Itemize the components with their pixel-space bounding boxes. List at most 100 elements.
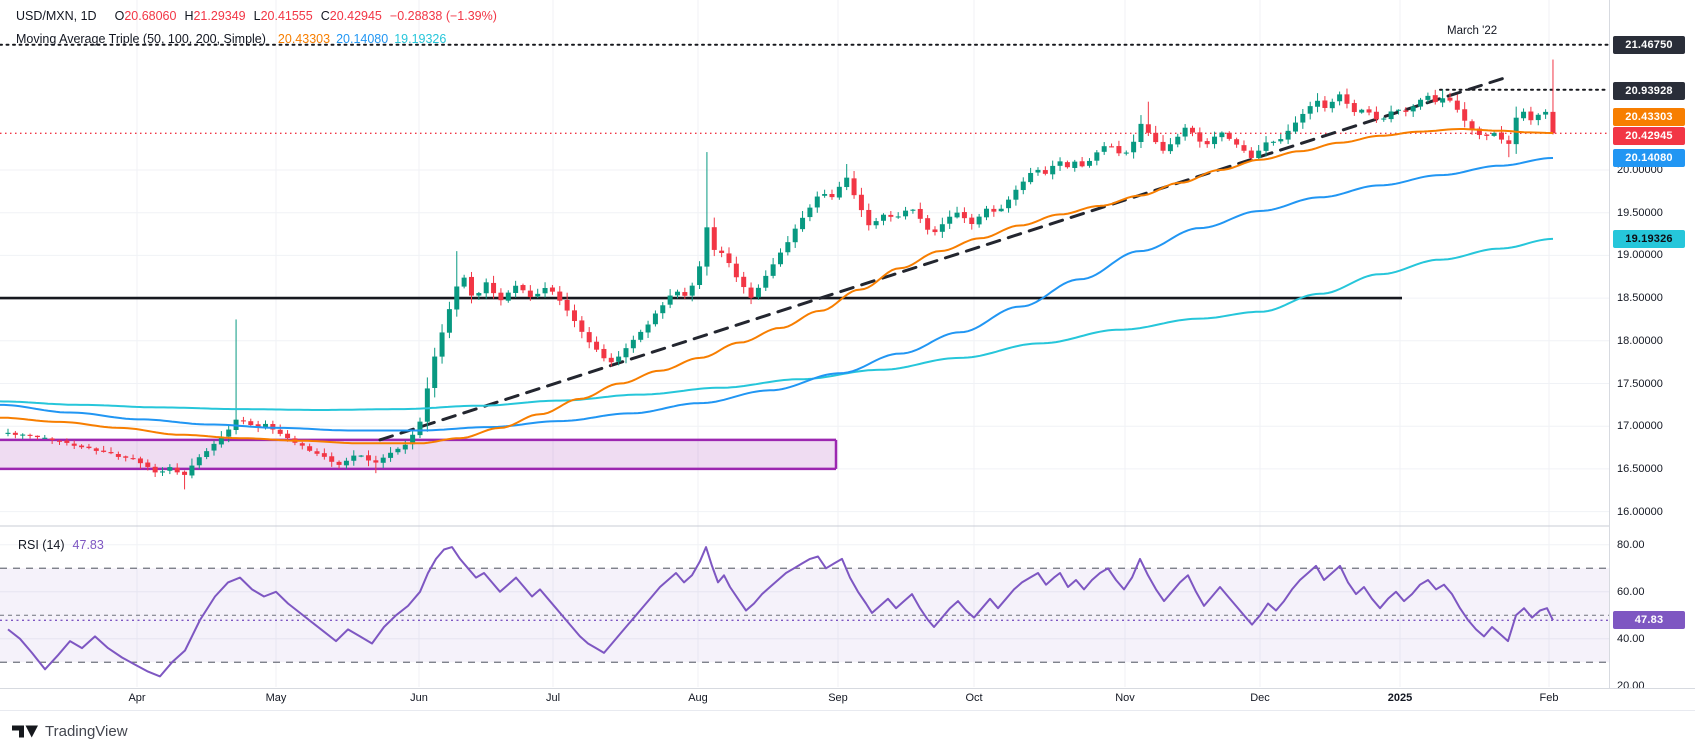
march22-annotation: March '22 xyxy=(1447,25,1498,37)
candle xyxy=(174,467,180,473)
candle xyxy=(1050,165,1056,175)
candle xyxy=(836,186,842,198)
open-label: O xyxy=(114,9,125,23)
candle xyxy=(645,324,651,333)
candle xyxy=(932,229,938,233)
ma50-value: 20.43303 xyxy=(277,32,331,46)
candle xyxy=(255,424,261,427)
candle xyxy=(388,452,394,458)
candle xyxy=(991,208,997,212)
ma100-value: 20.14080 xyxy=(336,32,389,46)
candle xyxy=(814,196,820,208)
open-value: 20.68060 xyxy=(124,9,177,23)
candle xyxy=(564,299,570,311)
candle xyxy=(557,291,563,301)
candle xyxy=(468,276,474,296)
candle xyxy=(741,276,747,288)
candle xyxy=(1292,122,1298,132)
price-tick: 18.50000 xyxy=(1617,292,1663,304)
candle xyxy=(777,252,783,265)
time-axis[interactable]: Apr May Jun Jul Aug Sep Oct Nov Dec 2025 Feb xyxy=(0,688,1695,711)
candle xyxy=(1035,169,1041,173)
candle xyxy=(1116,146,1122,154)
candle xyxy=(1344,94,1350,104)
close-label: C xyxy=(320,9,330,23)
ma-indicator-legend-row[interactable]: Moving Average Triple (50, 100, 200, Sim… xyxy=(16,32,446,46)
candle xyxy=(204,451,210,457)
symbol-legend-row[interactable]: USD/MXN, 1D O20.68060 H21.29349 L20.41555 C2… xyxy=(16,9,497,23)
candle xyxy=(1263,142,1269,151)
candle xyxy=(616,356,622,362)
time-tick-Oct: Oct xyxy=(965,692,983,704)
price-label-47.83: 47.83 xyxy=(1613,611,1685,629)
candle xyxy=(270,424,276,430)
price-label-20.14080: 20.14080 xyxy=(1613,149,1685,167)
candle xyxy=(483,282,489,294)
candle xyxy=(1013,189,1019,200)
candle xyxy=(1418,99,1424,107)
price-tick: 19.00000 xyxy=(1617,249,1663,261)
ma-indicator-title: Moving Average Triple (50, 100, 200, Sim… xyxy=(16,32,266,46)
time-tick-Aug: Aug xyxy=(688,692,708,704)
candle xyxy=(182,471,188,475)
high-value: 21.29349 xyxy=(193,9,246,23)
time-tick-Dec: Dec xyxy=(1250,692,1270,704)
candle xyxy=(1109,146,1115,148)
candle xyxy=(711,227,717,250)
candle xyxy=(1359,109,1365,113)
candle xyxy=(417,421,423,436)
candle xyxy=(152,466,158,473)
candle xyxy=(71,443,77,446)
candle xyxy=(49,438,55,440)
candle xyxy=(770,264,776,276)
candle xyxy=(954,212,960,218)
candle xyxy=(1123,152,1129,154)
tradingview-logo-text: TradingView xyxy=(45,723,128,740)
candle xyxy=(358,455,364,457)
candle xyxy=(1189,127,1195,133)
candle xyxy=(226,429,232,437)
candle xyxy=(1064,162,1070,168)
time-tick-Nov: Nov xyxy=(1115,692,1135,704)
candle xyxy=(1072,161,1078,168)
candle xyxy=(211,443,217,451)
candle xyxy=(571,310,577,322)
rsi-legend-row[interactable]: RSI (14) 47.83 xyxy=(18,538,104,552)
candle xyxy=(1315,100,1321,107)
time-tick-Feb: Feb xyxy=(1539,692,1559,704)
ma200-line xyxy=(0,237,1553,411)
candle xyxy=(351,455,357,461)
candle xyxy=(1535,114,1541,121)
candle xyxy=(476,293,482,296)
candle xyxy=(513,285,519,293)
price-axis[interactable]: 20.00000 19.50000 19.00000 18.50000 18.00000… xyxy=(1609,0,1695,708)
time-tick-Sep: Sep xyxy=(828,692,848,704)
candle xyxy=(1498,132,1504,140)
candle xyxy=(1476,128,1482,135)
rsi-tick: 60.00 xyxy=(1617,586,1645,598)
candle xyxy=(674,291,680,296)
candle xyxy=(123,456,129,458)
candle xyxy=(498,292,504,301)
candle xyxy=(1329,101,1335,109)
candle xyxy=(888,214,894,217)
candle xyxy=(1175,136,1181,145)
candle xyxy=(1270,141,1276,143)
candle xyxy=(34,435,40,438)
candle xyxy=(461,277,467,287)
candle xyxy=(719,250,725,253)
candle xyxy=(1182,127,1188,137)
candle xyxy=(314,451,320,454)
candle xyxy=(491,282,497,294)
candle xyxy=(1219,132,1225,138)
symbol-title: USD/MXN, 1D xyxy=(16,9,97,23)
candle xyxy=(1447,97,1453,101)
candle xyxy=(1381,118,1387,120)
candle xyxy=(939,224,945,232)
candle xyxy=(1042,170,1048,174)
time-tick-May: May xyxy=(265,692,287,704)
tradingview-watermark[interactable]: TradingView xyxy=(12,723,128,740)
candle xyxy=(454,286,460,310)
candle xyxy=(137,458,143,464)
